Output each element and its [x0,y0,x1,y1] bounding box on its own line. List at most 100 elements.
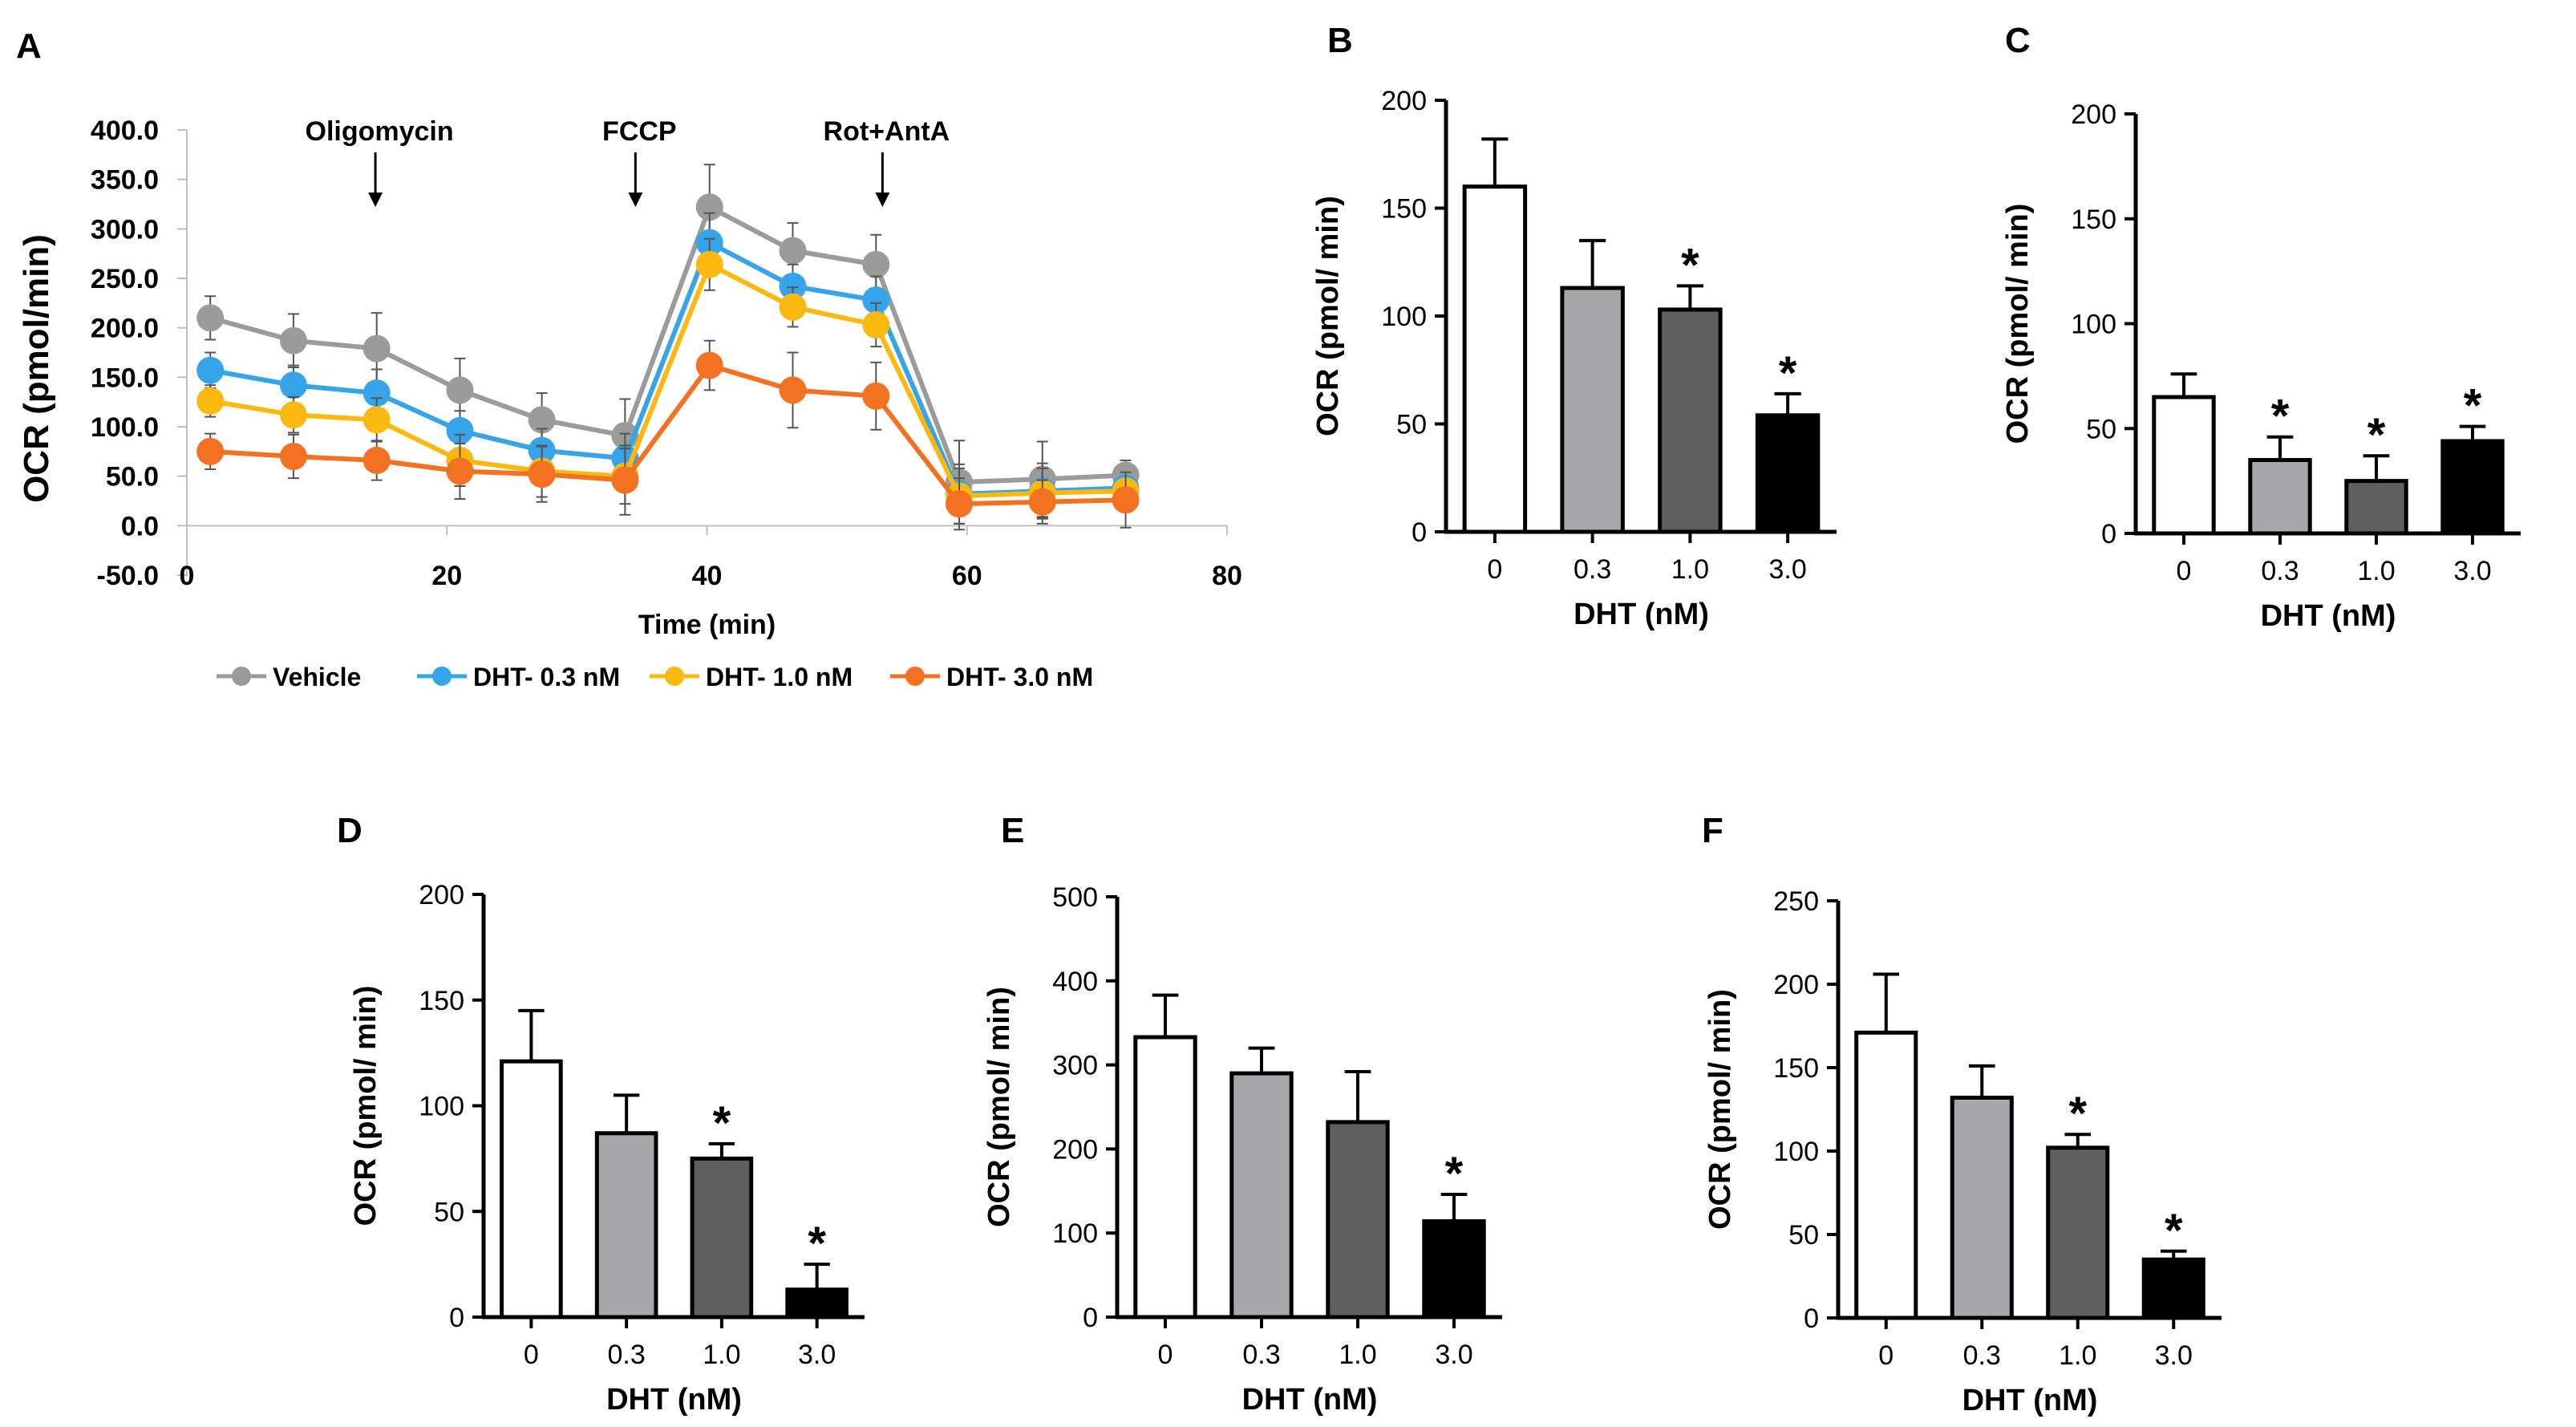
injection-arrow-head [875,193,890,207]
bar [2248,457,2312,536]
significance-star: * [2068,1088,2087,1140]
y-tick-label: 0 [1412,517,1427,548]
data-point [528,460,556,489]
panel-d: D 0 50 100 150 200 0 0.3 1.0 * 3.0 * DHT (nM) OCR (p… [337,811,865,1417]
y-axis-title: OCR (pmol/ min) [349,986,383,1226]
injection-arrow-head [368,193,383,207]
bar [500,1059,563,1320]
y-tick-label: 200.0 [91,314,159,344]
data-point [862,382,890,410]
significance-star: * [808,1218,826,1270]
data-point [279,371,307,399]
y-tick-label: 350.0 [91,165,159,196]
x-tick-label: 0 [1878,1340,1894,1371]
injection-label: Oligomycin [306,116,454,147]
x-tick-label: 1.0 [2059,1340,2096,1371]
x-tick-label: 20 [431,561,462,591]
y-axis-title: OCR (pmol/ min) [2001,204,2035,444]
x-tick-label: 40 [692,561,723,591]
bar [2046,1145,2110,1320]
y-tick-label: 100 [1052,1218,1098,1249]
data-point [1112,486,1140,514]
panel-d-label: D [337,811,363,850]
y-tick-label: 100 [1381,302,1427,332]
x-axis-title: DHT (nM) [606,1383,742,1417]
data-point [528,406,556,434]
legend-label: DHT- 0.3 nM [473,663,620,691]
bar [1755,413,1821,534]
x-tick-label: 0.3 [1963,1340,2001,1371]
legend-marker [665,667,684,686]
data-point [862,250,890,278]
x-tick-label: 0 [180,561,195,591]
injection-label: Rot+AntA [824,116,950,147]
injection-label: FCCP [602,116,677,147]
series-line [209,203,1126,485]
y-tick-label: 150.0 [91,363,159,393]
legend-marker [432,667,452,686]
x-axis-title: DHT (nM) [2261,599,2396,633]
panel-c: C 0 50 100 150 200 0 0.3 * 1.0 * 3.0 * DHT (nM) OCR (… [2001,21,2521,633]
y-axis-title: OCR (pmol/ min) [1311,196,1345,436]
panel-e-label: E [1001,811,1024,850]
data-point [695,250,723,278]
y-tick-label: 200 [1381,86,1427,116]
x-tick-label: 1.0 [1671,554,1709,585]
x-tick-label: 60 [952,561,982,591]
data-point [279,401,307,429]
y-tick-label: 150 [1381,194,1427,225]
significance-star: * [2165,1205,2183,1257]
bar [2344,479,2408,536]
y-tick-label: 0 [449,1303,464,1333]
y-tick-label: 500 [1052,882,1098,913]
bar [1658,307,1723,534]
y-tick-label: 300 [1052,1051,1098,1081]
legend-label: DHT- 1.0 nM [706,663,853,691]
y-tick-label: -50.0 [97,561,160,591]
x-tick-label: 3.0 [798,1340,836,1370]
data-point [946,490,974,518]
y-tick-label: 0 [2101,519,2116,549]
x-axis-title: DHT (nM) [1574,598,1709,631]
panel-a: A -50.0 0.0 50.0 100.0 150.0 200.0 250.0 300.0 3… [16,26,1242,691]
data-point [695,351,723,379]
y-tick-label: 0 [1083,1303,1098,1333]
y-tick-label: 150 [1773,1053,1819,1084]
injection-arrow-head [628,193,643,207]
significance-star: * [1445,1148,1464,1200]
y-tick-label: 0 [1804,1303,1819,1334]
bar [2152,395,2216,536]
legend-marker [232,667,251,686]
data-point [363,334,391,363]
bar [2141,1257,2205,1320]
x-tick-label: 3.0 [2453,556,2491,586]
panel-b-label: B [1327,21,1353,60]
bar [1133,1035,1197,1320]
significance-star: * [1681,239,1699,291]
bar [1560,286,1625,534]
data-point [196,387,225,415]
y-axis-title: OCR (pmol/ min) [1703,989,1737,1230]
y-tick-label: 0.0 [121,511,159,541]
y-axis-title: OCR (pmol/min) [17,234,56,503]
y-tick-label: 100 [419,1092,464,1122]
data-point [196,356,225,384]
data-point [279,443,307,470]
y-tick-label: 100 [2071,310,2116,340]
y-tick-label: 150 [419,986,464,1016]
bar [690,1156,754,1320]
data-point [779,376,807,404]
panel-b: B 0 50 100 150 200 0 0.3 1.0 * 3.0 * DHT (nM) OCR (p… [1311,21,1837,631]
legend-label: Vehicle [273,663,361,691]
series-line [210,363,1126,507]
bar [1950,1095,2014,1320]
y-tick-label: 200 [2071,99,2116,130]
panel-f-label: F [1702,811,1723,850]
data-point [446,376,474,404]
data-point [363,406,391,434]
y-tick-label: 50 [1788,1220,1819,1251]
panel-e: E 0 100 200 300 400 500 0 0.3 1.0 3.0 * DHT (nM) OCR… [982,811,1502,1417]
x-tick-label: 80 [1212,561,1242,591]
data-point [695,193,723,221]
